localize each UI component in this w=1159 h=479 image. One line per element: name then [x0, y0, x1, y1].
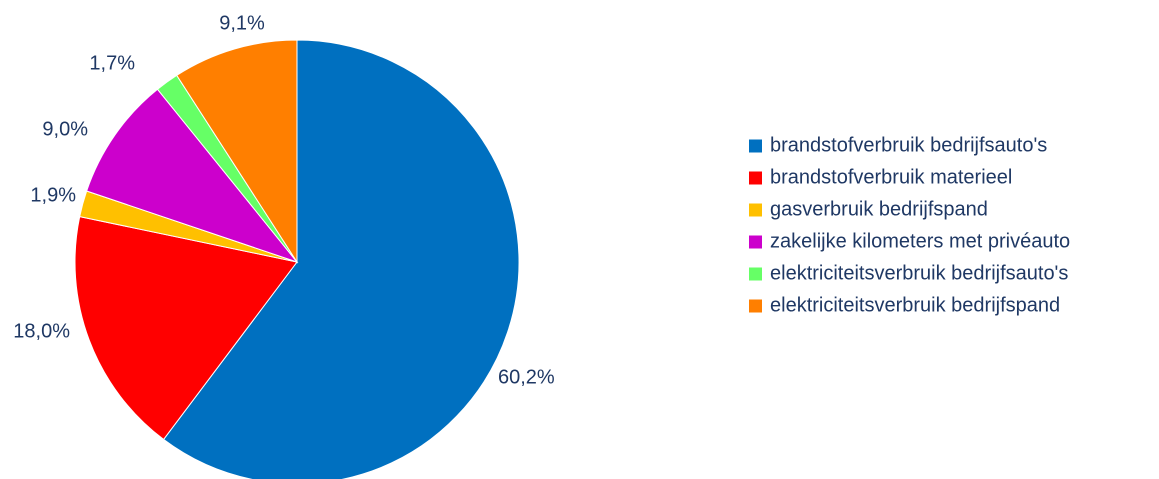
pie-slices — [74, 39, 520, 479]
pie-slice — [176, 39, 298, 264]
pie-slice — [74, 216, 298, 441]
legend-label: zakelijke kilometers met privéauto — [770, 230, 1070, 252]
legend-swatch — [749, 267, 762, 281]
pie-data-label: 1,7% — [89, 52, 135, 74]
pie-data-labels: 60,2% 18,0% 1,9% 9,0% 1,7% 9,1% — [13, 12, 555, 388]
legend-label: gasverbruik bedrijfspand — [770, 198, 988, 220]
legend-label: elektriciteitsverbruik bedrijfsauto's — [770, 262, 1068, 284]
pie-data-label: 60,2% — [498, 366, 555, 388]
pie-data-label: 18,0% — [13, 320, 70, 342]
pie-data-label: 9,0% — [42, 118, 88, 140]
legend-swatch — [749, 299, 762, 313]
pie-slice — [86, 88, 299, 264]
legend-swatch — [749, 139, 762, 153]
legend-swatch — [749, 203, 762, 217]
legend-label: brandstofverbruik bedrijfsauto's — [770, 134, 1047, 156]
legend-swatch — [749, 235, 762, 249]
pie-data-label: 1,9% — [30, 184, 76, 206]
legend-label: elektriciteitsverbruik bedrijfspand — [770, 294, 1060, 316]
pie-slice — [162, 39, 520, 479]
legend-swatch — [749, 171, 762, 185]
legend-label: brandstofverbruik materieel — [770, 166, 1012, 188]
pie-data-label: 9,1% — [219, 12, 265, 34]
legend: brandstofverbruik bedrijfsauto's brandsto… — [749, 134, 1070, 316]
